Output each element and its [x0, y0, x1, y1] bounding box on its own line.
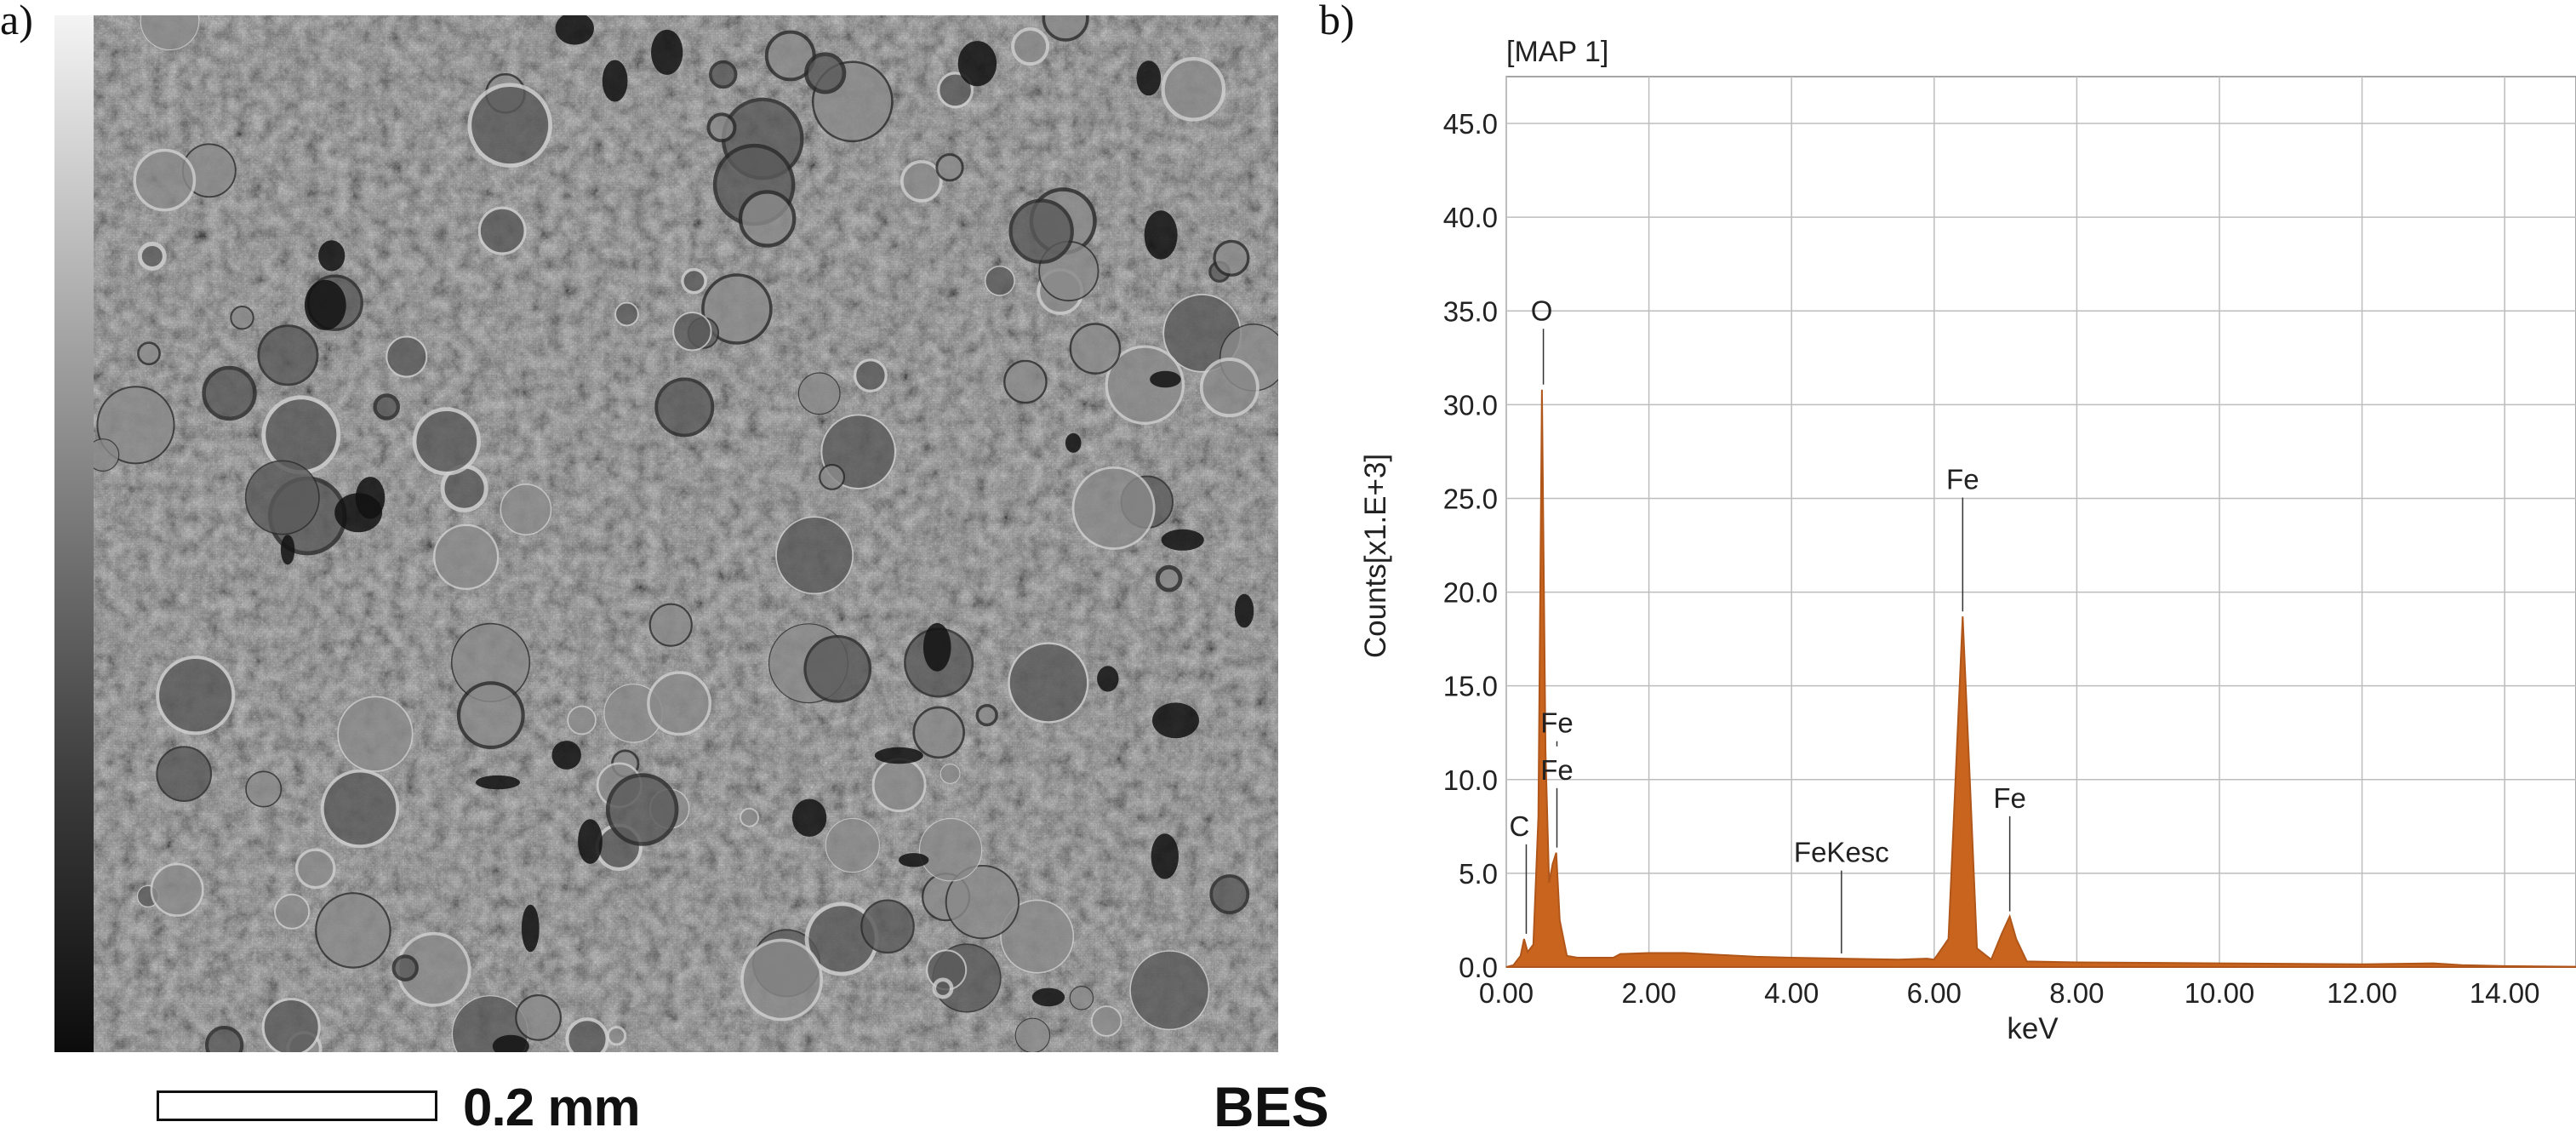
x-tick-label: 4.00	[1764, 977, 1819, 1009]
y-tick-label: 35.0	[1443, 295, 1498, 327]
y-tick-label: 0.0	[1459, 952, 1498, 983]
panel-label-b: b)	[1319, 0, 1355, 43]
y-tick-label: 25.0	[1443, 483, 1498, 514]
y-tick-label: 45.0	[1443, 108, 1498, 140]
eds-spectrum-chart: 0.00 2.00 4.00 6.00 8.00 10.00 12.00 14.00 0.0 5.…	[1353, 34, 2576, 1119]
peak-label: Fe	[1993, 782, 2026, 814]
sem-micrograph	[94, 15, 1278, 1052]
plot-frame	[1505, 76, 2576, 968]
y-axis-title: Counts[x1.E+3]	[1359, 454, 1392, 658]
x-tick-label: 12.00	[2327, 977, 2397, 1009]
x-tick-label: 0.00	[1479, 977, 1534, 1009]
sem-texture	[94, 15, 1278, 1052]
x-tick-label: 14.00	[2470, 977, 2540, 1009]
eds-spectrum-svg: 0.00 2.00 4.00 6.00 8.00 10.00 12.00 14.00 0.0 5.…	[1359, 36, 2576, 1045]
x-axis-title: keV	[2007, 1012, 2059, 1045]
peak-label: O	[1531, 295, 1553, 326]
detector-label: BES	[1214, 1075, 1329, 1138]
y-tick-label: 20.0	[1443, 577, 1498, 609]
panel-label-a: a)	[0, 0, 33, 43]
y-tick-label: 5.0	[1459, 858, 1498, 890]
peak-label: Fe	[1946, 463, 1979, 495]
chart-title: [MAP 1]	[1506, 36, 1608, 68]
y-tick-label: 10.0	[1443, 764, 1498, 796]
grayscale-bar	[54, 15, 94, 1052]
peak-label: Fe	[1540, 707, 1574, 739]
y-tick-label: 40.0	[1443, 202, 1498, 233]
sem-micrograph-panel: 0.2 mm BES	[54, 15, 1329, 1138]
spectrum-series	[1505, 389, 2576, 968]
scale-bar-label: 0.2 mm	[463, 1079, 641, 1137]
peak-label: Fe	[1540, 754, 1574, 786]
y-tick-label: 30.0	[1443, 389, 1498, 421]
x-tick-label: 8.00	[2049, 977, 2104, 1009]
peak-label: FeKesc	[1794, 837, 1889, 868]
scale-bar	[157, 1090, 437, 1121]
y-tick-label: 15.0	[1443, 671, 1498, 702]
x-tick-label: 2.00	[1621, 977, 1676, 1009]
x-tick-label: 10.00	[2185, 977, 2255, 1009]
peak-label: C	[1510, 810, 1530, 842]
x-tick-label: 6.00	[1907, 977, 1962, 1009]
